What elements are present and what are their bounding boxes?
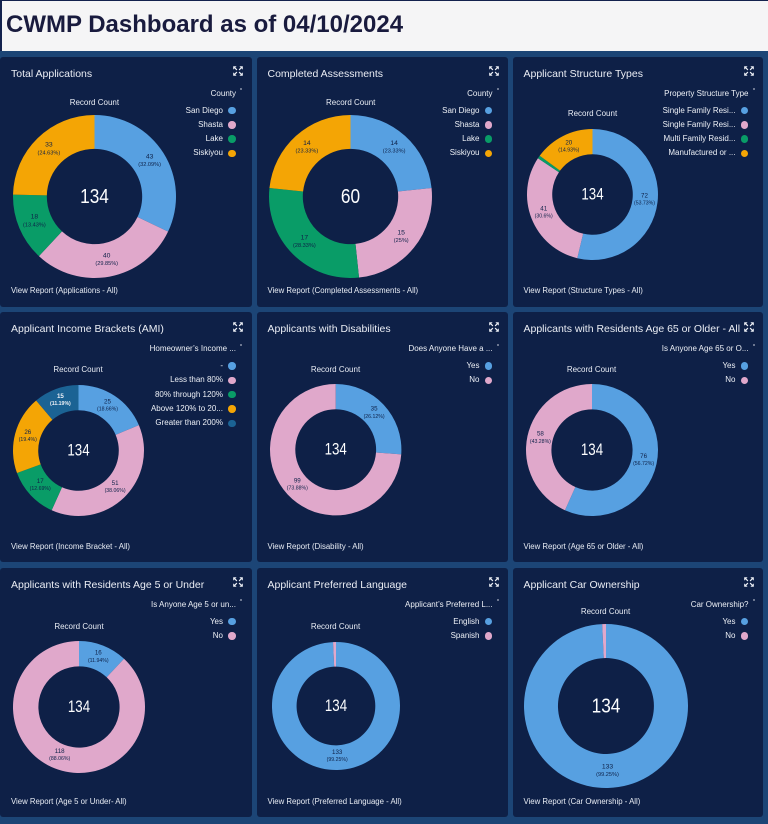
svg-text:43(32.09%): 43 (32.09%) <box>138 153 161 168</box>
svg-text:14(23.33%): 14 (23.33%) <box>383 139 406 154</box>
svg-text:17(12.69%): 17 (12.69%) <box>29 478 50 492</box>
svg-text:16(11.94%): 16 (11.94%) <box>88 650 109 664</box>
svg-text:134: 134 <box>580 441 602 459</box>
svg-text:134: 134 <box>80 185 109 208</box>
svg-text:15(25%): 15 (25%) <box>394 229 409 244</box>
svg-text:134: 134 <box>591 694 620 717</box>
svg-text:133(99.25%): 133 (99.25%) <box>326 749 347 763</box>
svg-text:41(30.6%): 41 (30.6%) <box>535 205 553 219</box>
svg-text:51(38.06%): 51 (38.06%) <box>104 479 125 493</box>
svg-text:134: 134 <box>581 185 603 203</box>
svg-text:33(24.63%): 33 (24.63%) <box>37 141 60 156</box>
svg-text:118(88.06%): 118 (88.06%) <box>49 748 70 762</box>
svg-text:134: 134 <box>68 698 90 716</box>
svg-text:14(23.33%): 14 (23.33%) <box>296 139 319 154</box>
svg-text:133(99.25%): 133 (99.25%) <box>596 763 619 778</box>
svg-text:99(73.88%): 99 (73.88%) <box>287 478 308 492</box>
svg-text:20(14.93%): 20 (14.93%) <box>558 139 579 153</box>
svg-text:134: 134 <box>324 441 346 459</box>
svg-text:60: 60 <box>341 185 360 208</box>
svg-text:72(53.73%): 72 (53.73%) <box>634 192 655 206</box>
svg-text:35(26.12%): 35 (26.12%) <box>363 406 384 420</box>
svg-text:40(29.85%): 40 (29.85%) <box>95 252 118 267</box>
svg-text:134: 134 <box>324 697 346 715</box>
svg-text:17(28.33%): 17 (28.33%) <box>293 234 316 249</box>
svg-text:58(43.28%): 58 (43.28%) <box>529 431 550 445</box>
svg-text:134: 134 <box>67 441 89 459</box>
svg-text:18(13.43%): 18 (13.43%) <box>23 213 46 228</box>
svg-text:25(18.66%): 25 (18.66%) <box>96 398 117 412</box>
svg-text:15(11.19%): 15 (11.19%) <box>50 393 71 407</box>
svg-text:76(56.72%): 76 (56.72%) <box>633 453 654 467</box>
svg-text:26(19.4%): 26 (19.4%) <box>18 428 36 442</box>
